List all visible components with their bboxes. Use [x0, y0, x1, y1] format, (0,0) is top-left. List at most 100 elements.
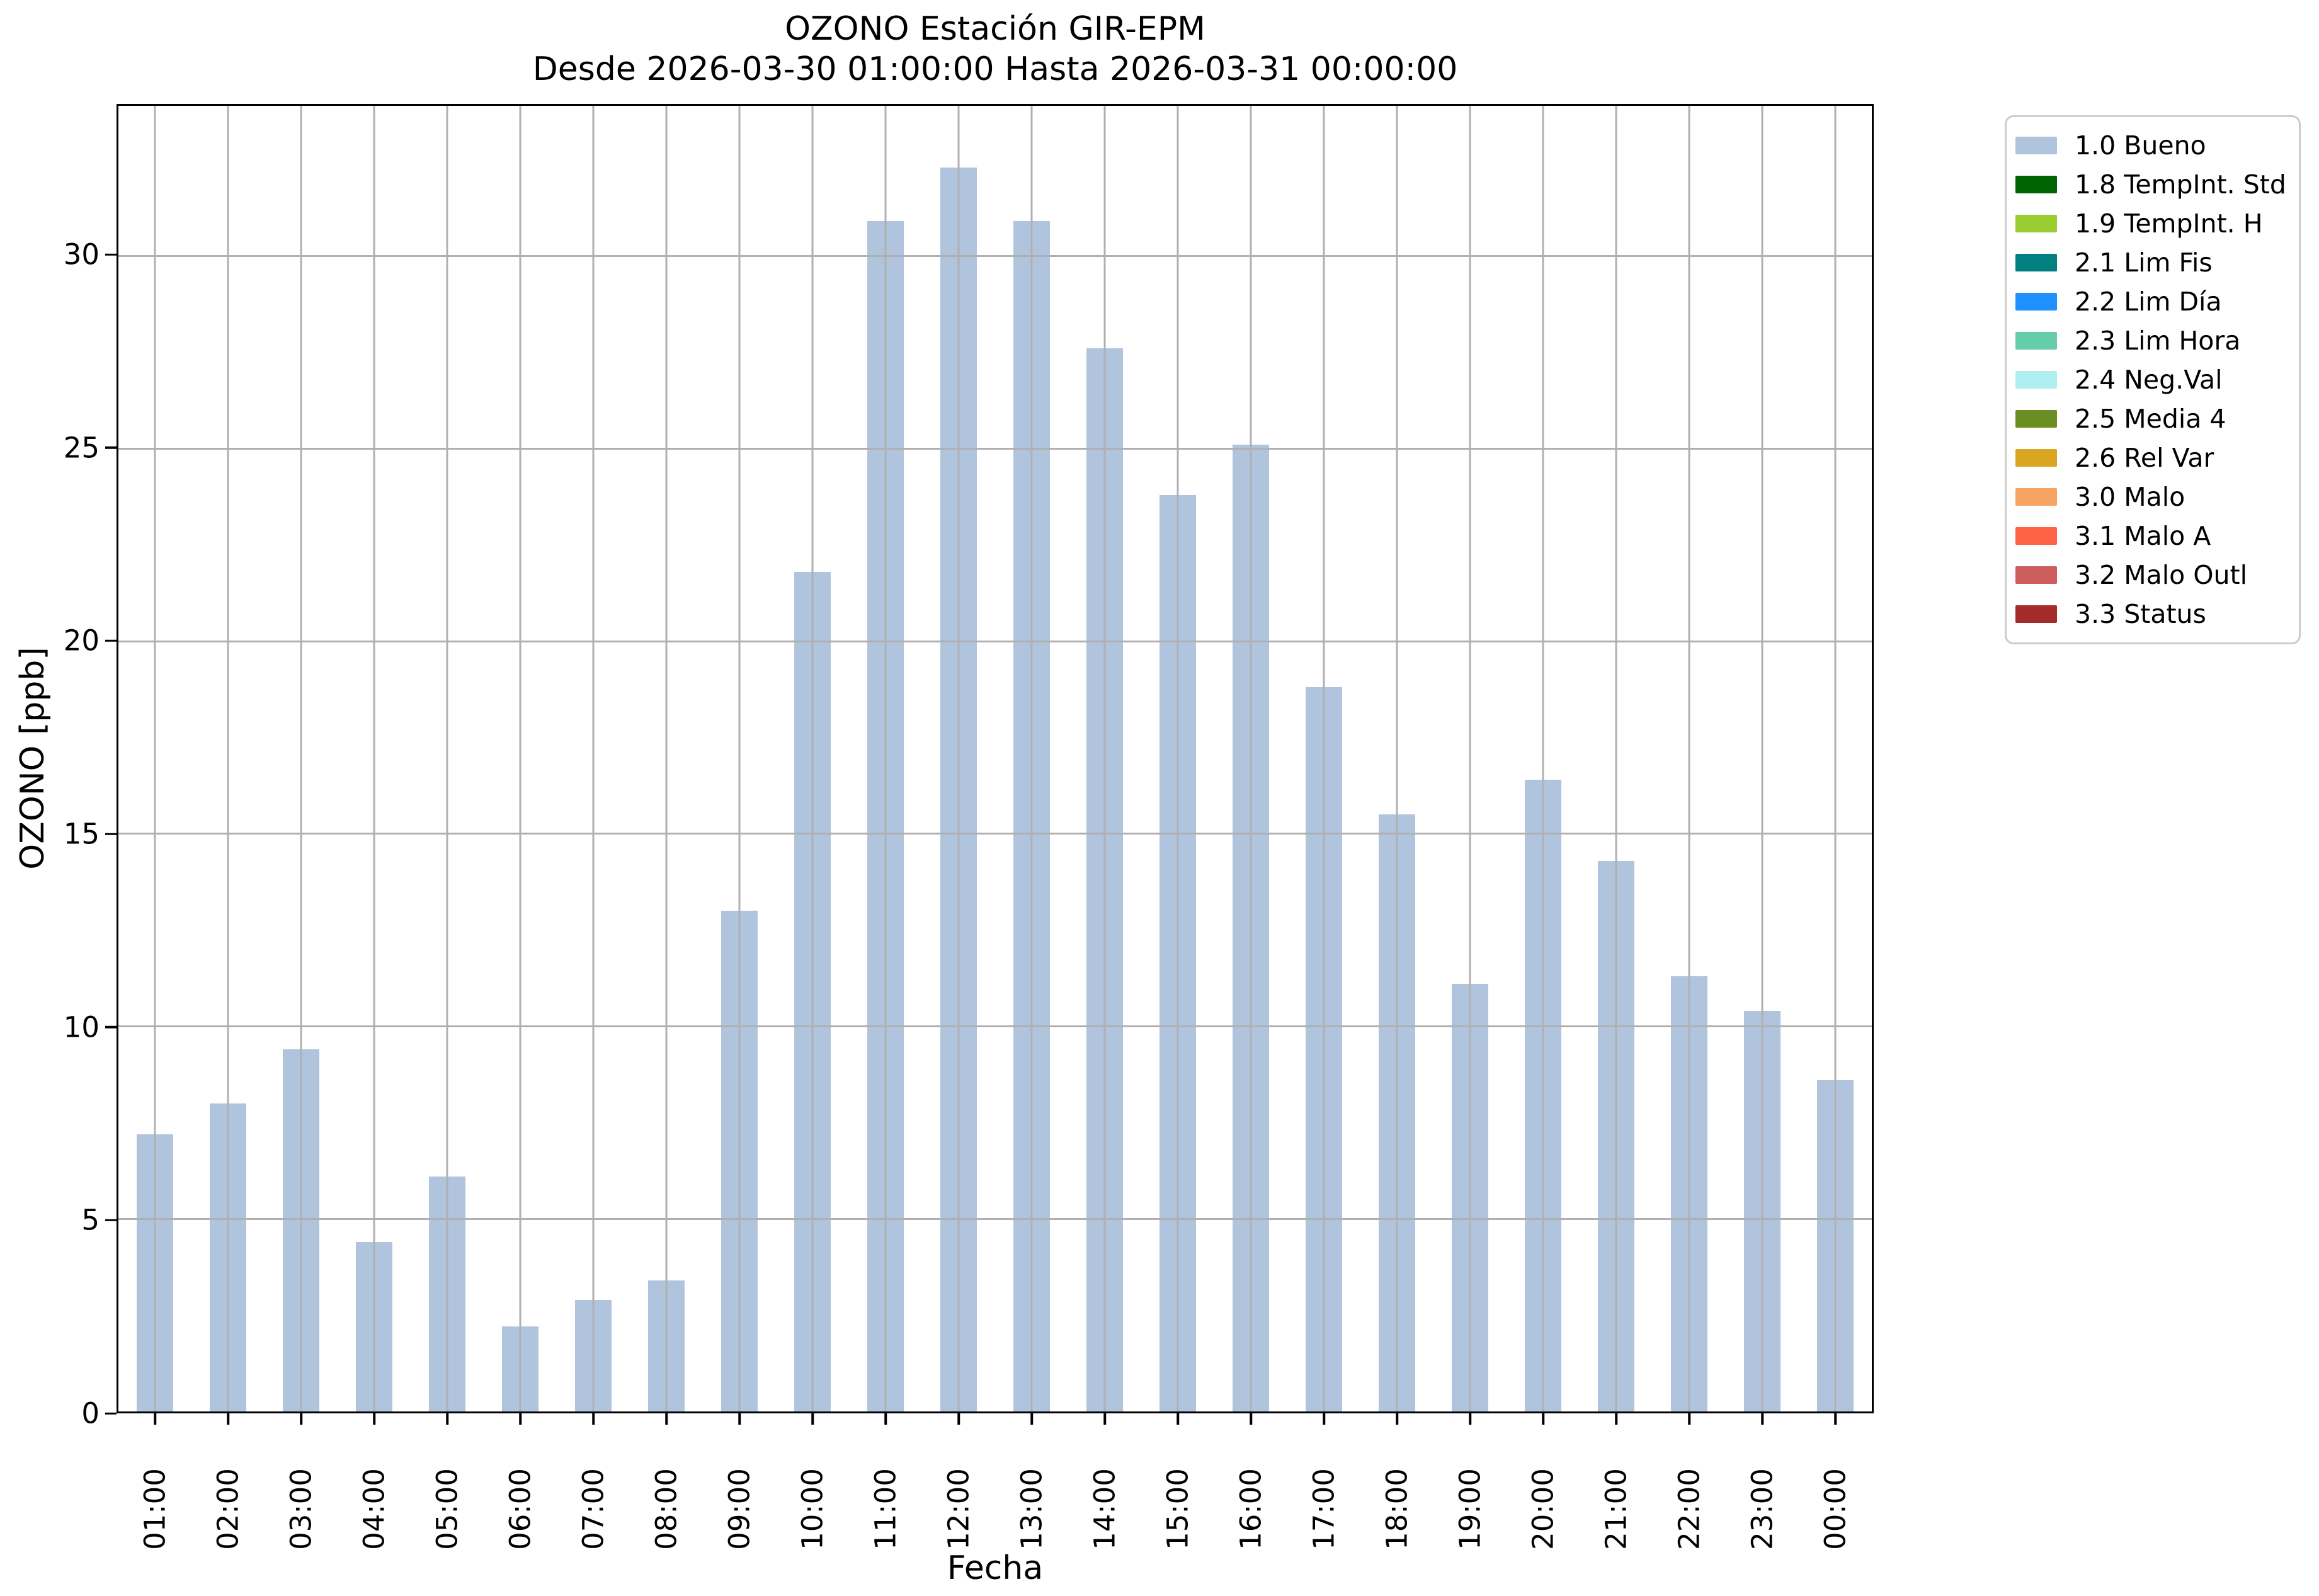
x-tick-mark-17:00: [1323, 1413, 1325, 1425]
gridline-x-05:00: [446, 106, 448, 1411]
column-19:00: 19:00: [1433, 106, 1507, 1550]
column-13:00: 13:00: [995, 106, 1068, 1550]
legend-label: 2.6 Rel Var: [2075, 443, 2214, 473]
gridline-x-08:00: [665, 106, 668, 1411]
y-tick-label-0: 0: [81, 1396, 100, 1430]
gridline-x-21:00: [1615, 106, 1617, 1411]
legend-swatch-icon: [2015, 449, 2057, 467]
x-tick-mark-15:00: [1177, 1413, 1179, 1425]
legend-swatch-icon: [2015, 176, 2057, 193]
legend-item-2.5-media-4: 2.5 Media 4: [2015, 399, 2291, 438]
column-20:00: 20:00: [1507, 106, 1580, 1550]
x-tick-mark-18:00: [1396, 1413, 1398, 1425]
y-tick-mark-5: [105, 1219, 117, 1222]
x-tick-label-09:00: 09:00: [722, 1468, 756, 1550]
x-tick-label-13:00: 13:00: [1015, 1468, 1049, 1550]
column-22:00: 22:00: [1653, 106, 1726, 1550]
y-tick-label-5: 5: [81, 1203, 100, 1237]
legend-item-2.6-rel-var: 2.6 Rel Var: [2015, 438, 2291, 477]
legend-label: 1.9 TempInt. H: [2075, 208, 2263, 239]
y-tick-mark-15: [105, 833, 117, 835]
x-tick-mark-04:00: [373, 1413, 375, 1425]
column-03:00: 03:00: [265, 106, 338, 1550]
gridline-x-07:00: [592, 106, 595, 1411]
x-tick-label-01:00: 01:00: [138, 1468, 172, 1550]
legend-item-3.1-malo-a: 3.1 Malo A: [2015, 516, 2291, 556]
x-tick-label-00:00: 00:00: [1818, 1468, 1852, 1550]
legend-label: 2.5 Media 4: [2075, 404, 2226, 434]
chart-title-block: OZONO Estación GIR-EPM Desde 2026-03-30 …: [117, 9, 1874, 89]
x-tick-label-19:00: 19:00: [1453, 1468, 1487, 1550]
gridline-x-06:00: [519, 106, 521, 1411]
gridline-y-10: [118, 1025, 1872, 1027]
x-tick-label-05:00: 05:00: [430, 1468, 464, 1550]
gridline-x-12:00: [957, 106, 960, 1411]
column-17:00: 17:00: [1287, 106, 1360, 1550]
legend-item-3.2-malo-outl: 3.2 Malo Outl: [2015, 556, 2291, 595]
legend-item-1.0-bueno: 1.0 Bueno: [2015, 126, 2291, 165]
column-12:00: 12:00: [922, 106, 995, 1550]
column-10:00: 10:00: [776, 106, 849, 1550]
legend-item-1.8-tempint.-std: 1.8 TempInt. Std: [2015, 165, 2291, 204]
x-tick-mark-00:00: [1834, 1413, 1837, 1425]
x-tick-label-22:00: 22:00: [1672, 1468, 1706, 1550]
legend-label: 3.2 Malo Outl: [2075, 560, 2247, 590]
legend-label: 2.2 Lim Día: [2075, 287, 2222, 317]
legend-swatch-icon: [2015, 566, 2057, 584]
legend-label: 1.8 TempInt. Std: [2075, 169, 2286, 200]
x-tick-label-08:00: 08:00: [649, 1468, 683, 1550]
plot-area: 01:00 02:00 03:00 04:00 05:00 06:00 07:00 08:00…: [117, 104, 1874, 1550]
legend-swatch-icon: [2015, 605, 2057, 623]
x-tick-mark-14:00: [1103, 1413, 1106, 1425]
column-07:00: 07:00: [557, 106, 630, 1550]
x-tick-mark-21:00: [1615, 1413, 1617, 1425]
legend-label: 2.1 Lim Fis: [2075, 248, 2213, 278]
gridline-x-17:00: [1323, 106, 1325, 1411]
column-23:00: 23:00: [1726, 106, 1799, 1550]
gridline-x-10:00: [811, 106, 814, 1411]
x-tick-label-11:00: 11:00: [869, 1468, 903, 1550]
y-axis-tick-marks: [0, 104, 117, 1415]
y-tick-label-30: 30: [63, 237, 100, 271]
gridline-x-18:00: [1396, 106, 1398, 1411]
column-11:00: 11:00: [849, 106, 922, 1550]
chart-title: OZONO Estación GIR-EPM: [785, 10, 1205, 48]
x-tick-mark-05:00: [446, 1413, 448, 1425]
gridline-x-23:00: [1761, 106, 1763, 1411]
x-tick-label-04:00: 04:00: [357, 1468, 391, 1550]
column-01:00: 01:00: [118, 106, 191, 1550]
gridline-y-5: [118, 1217, 1872, 1220]
x-tick-label-20:00: 20:00: [1526, 1468, 1560, 1550]
legend-swatch-icon: [2015, 215, 2057, 232]
legend-item-2.4-neg.val: 2.4 Neg.Val: [2015, 360, 2291, 399]
gridline-y-30: [118, 255, 1872, 257]
x-tick-mark-22:00: [1688, 1413, 1690, 1425]
gridline-x-01:00: [154, 106, 156, 1411]
chart-subtitle: Desde 2026-03-30 01:00:00 Hasta 2026-03-…: [532, 50, 1458, 88]
column-16:00: 16:00: [1214, 106, 1287, 1550]
bar-columns: 01:00 02:00 03:00 04:00 05:00 06:00 07:00 08:00…: [118, 106, 1872, 1550]
y-axis-tick-labels: 0 5 10 15 20 25 30: [0, 104, 100, 1430]
legend-item-3.3-status: 3.3 Status: [2015, 595, 2291, 634]
x-tick-label-12:00: 12:00: [942, 1468, 976, 1550]
gridline-x-14:00: [1103, 106, 1106, 1411]
legend-item-3.0-malo: 3.0 Malo: [2015, 477, 2291, 516]
x-axis-label: Fecha: [947, 1549, 1044, 1587]
x-tick-label-15:00: 15:00: [1161, 1468, 1195, 1550]
legend-label: 1.0 Bueno: [2075, 130, 2206, 161]
gridline-y-25: [118, 447, 1872, 450]
y-tick-mark-0: [105, 1412, 117, 1415]
gridline-x-13:00: [1030, 106, 1033, 1411]
column-00:00: 00:00: [1799, 106, 1872, 1550]
x-tick-label-06:00: 06:00: [503, 1468, 537, 1550]
gridline-x-19:00: [1469, 106, 1471, 1411]
x-tick-mark-08:00: [665, 1413, 668, 1425]
gridline-x-22:00: [1688, 106, 1690, 1411]
column-21:00: 21:00: [1580, 106, 1653, 1550]
legend-swatch-icon: [2015, 527, 2057, 545]
legend-swatch-icon: [2015, 254, 2057, 271]
y-tick-label-15: 15: [63, 817, 100, 851]
column-02:00: 02:00: [191, 106, 265, 1550]
gridline-y-20: [118, 640, 1872, 642]
y-tick-mark-10: [105, 1025, 117, 1029]
